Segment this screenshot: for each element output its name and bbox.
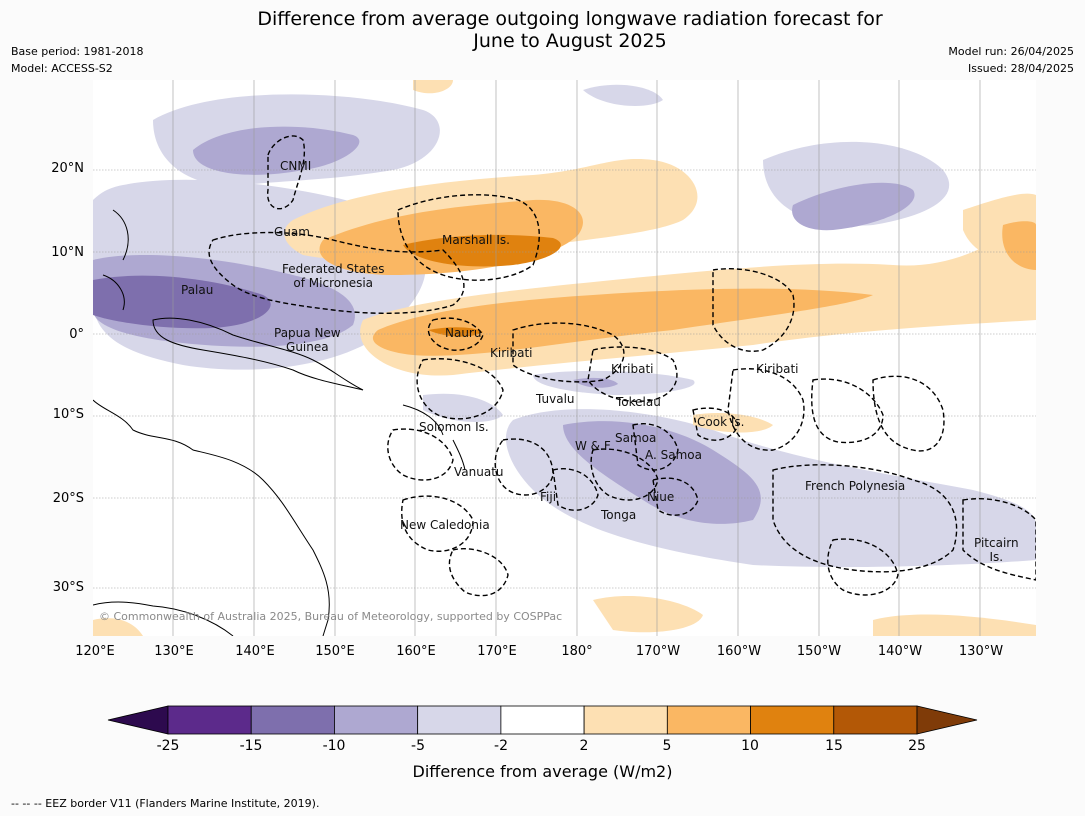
lon-label-170e: 170°E bbox=[477, 644, 517, 659]
coastlines bbox=[93, 209, 466, 636]
map-svg bbox=[93, 80, 1036, 636]
colorbar bbox=[107, 705, 978, 735]
label-palau: Palau bbox=[181, 283, 214, 297]
colorbar-bin bbox=[417, 705, 502, 735]
copyright-notice: © Commonwealth of Australia 2025, Bureau… bbox=[99, 610, 563, 623]
meta-right: Model run: 26/04/2025 Issued: 28/04/2025 bbox=[948, 43, 1074, 77]
map-area bbox=[93, 80, 1036, 636]
label-kiribati-central: Kiribati bbox=[611, 362, 654, 376]
label-guam: Guam bbox=[274, 225, 310, 239]
label-tokelau: Tokelau bbox=[616, 395, 661, 409]
label-niue: Niue bbox=[647, 490, 675, 504]
lon-label-140e: 140°E bbox=[235, 644, 275, 659]
lat-label-10s: 10°S bbox=[52, 407, 84, 422]
label-american-samoa: A. Samoa bbox=[645, 448, 702, 462]
colorbar-bin bbox=[250, 705, 335, 735]
colorbar-bin bbox=[583, 705, 668, 735]
label-nauru: Nauru bbox=[445, 326, 482, 340]
colorbar-tick-7: 10 bbox=[741, 738, 759, 754]
issued-date: Issued: 28/04/2025 bbox=[967, 62, 1074, 75]
model-name: Model: ACCESS-S2 bbox=[11, 62, 113, 75]
lon-label-120e: 120°E bbox=[75, 644, 115, 659]
label-tuvalu: Tuvalu bbox=[536, 392, 575, 406]
label-fsm-line1: Federated States bbox=[282, 262, 385, 276]
label-png-line2: Guinea bbox=[286, 340, 329, 354]
label-kiribati-east: Kiribati bbox=[756, 362, 799, 376]
map-title-line1: Difference from average outgoing longwav… bbox=[257, 8, 883, 30]
label-kiribati-west: Kiribati bbox=[490, 346, 533, 360]
colorbar-tick-0: -25 bbox=[156, 738, 180, 754]
lat-label-20s: 20°S bbox=[52, 491, 84, 506]
colorbar-bin bbox=[500, 705, 585, 735]
lon-label-150e: 150°E bbox=[315, 644, 355, 659]
colorbar-tick-4: -2 bbox=[494, 738, 508, 754]
label-tonga: Tonga bbox=[601, 508, 637, 522]
lon-label-160e: 160°E bbox=[396, 644, 436, 659]
lat-label-20n: 20°N bbox=[51, 161, 84, 176]
anomaly-band-strong-negative bbox=[93, 275, 271, 329]
colorbar-tick-9: 25 bbox=[908, 738, 926, 754]
colorbar-bin bbox=[666, 705, 751, 735]
label-pitcairn-line2: Is. bbox=[989, 550, 1004, 564]
eez-borders bbox=[208, 135, 1036, 597]
label-solomon-islands: Solomon Is. bbox=[419, 420, 489, 434]
map-title: Difference from average outgoing longwav… bbox=[0, 8, 1085, 52]
colorbar-high-extension bbox=[916, 705, 978, 735]
label-cook-islands: Cook Is. bbox=[697, 415, 745, 429]
colorbar-low-extension bbox=[107, 705, 169, 735]
colorbar-bin bbox=[167, 705, 252, 735]
label-samoa: Samoa bbox=[615, 431, 657, 445]
lon-label-140w: 140°W bbox=[877, 644, 923, 659]
label-pitcairn: Pitcairn Is. bbox=[974, 536, 1019, 564]
label-pitcairn-line1: Pitcairn bbox=[974, 536, 1019, 550]
colorbar-tick-6: 5 bbox=[662, 738, 672, 754]
label-png: Papua New Guinea bbox=[274, 326, 341, 354]
label-vanuatu: Vanuatu bbox=[454, 465, 504, 479]
colorbar-tick-3: -5 bbox=[411, 738, 425, 754]
eez-footnote: -- -- -- EEZ border V11 (Flanders Marine… bbox=[11, 797, 320, 810]
lon-label-130w: 130°W bbox=[958, 644, 1004, 659]
colorbar-label: Difference from average (W/m2) bbox=[412, 762, 673, 781]
lon-label-160w: 160°W bbox=[716, 644, 762, 659]
lat-label-0: 0° bbox=[69, 327, 84, 342]
map-title-line2: June to August 2025 bbox=[473, 30, 667, 52]
label-png-line1: Papua New bbox=[274, 326, 341, 340]
colorbar-tick-1: -15 bbox=[239, 738, 263, 754]
lon-label-130e: 130°E bbox=[154, 644, 194, 659]
colorbar-tick-5: 2 bbox=[579, 738, 589, 754]
model-run: Model run: 26/04/2025 bbox=[948, 45, 1074, 58]
colorbar-tick-8: 15 bbox=[825, 738, 843, 754]
colorbar-tick-2: -10 bbox=[322, 738, 346, 754]
label-marshall-islands: Marshall Is. bbox=[442, 233, 510, 247]
graticule bbox=[93, 80, 1036, 636]
base-period: Base period: 1981-2018 bbox=[11, 45, 144, 58]
lat-label-10n: 10°N bbox=[51, 245, 84, 260]
lon-label-180: 180° bbox=[561, 644, 593, 659]
colorbar-bin bbox=[833, 705, 918, 735]
label-fsm: Federated States of Micronesia bbox=[282, 262, 384, 290]
label-wallis-futuna: W & F bbox=[575, 439, 611, 453]
lon-label-150w: 150°W bbox=[796, 644, 842, 659]
meta-left: Base period: 1981-2018 Model: ACCESS-S2 bbox=[11, 43, 143, 77]
colorbar-bin bbox=[334, 705, 419, 735]
lat-label-30s: 30°S bbox=[52, 580, 84, 595]
label-fiji: Fiji bbox=[540, 490, 557, 504]
label-fsm-line2: of Micronesia bbox=[293, 276, 374, 290]
colorbar-bin bbox=[750, 705, 835, 735]
lon-label-170w: 170°W bbox=[635, 644, 681, 659]
label-cnmi: CNMI bbox=[280, 159, 312, 173]
label-new-caledonia: New Caledonia bbox=[400, 518, 490, 532]
colorbar-bins bbox=[167, 705, 918, 735]
label-french-polynesia: French Polynesia bbox=[805, 479, 906, 493]
